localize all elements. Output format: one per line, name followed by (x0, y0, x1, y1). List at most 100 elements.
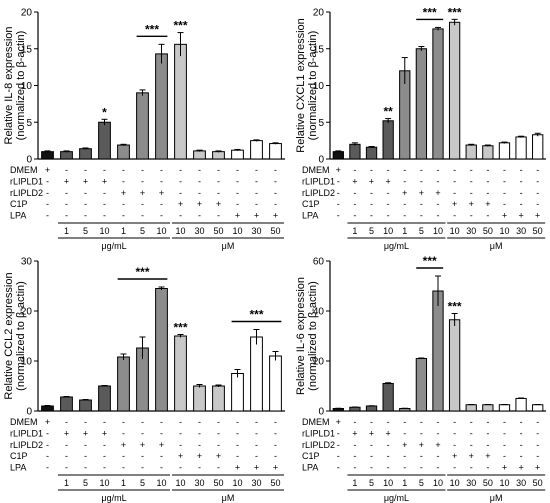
dose-label: 10 (383, 478, 393, 488)
condition-label: C1P (10, 199, 28, 209)
y-tick-label: 10 (21, 81, 33, 92)
condition-symbol: - (103, 417, 106, 427)
bar (98, 385, 111, 412)
condition-symbol: - (536, 199, 539, 209)
condition-symbol: - (217, 176, 220, 186)
condition-label: rLIPLD2 (10, 440, 43, 450)
condition-symbol: - (486, 440, 489, 450)
condition-symbol: + (121, 440, 126, 450)
condition-label: rLIPLD1 (10, 428, 43, 438)
condition-symbol: + (64, 428, 69, 438)
bar (465, 404, 477, 412)
condition-symbol: - (179, 211, 182, 221)
condition-label: C1P (302, 199, 320, 209)
condition-symbol: - (160, 165, 163, 175)
condition-symbol: - (122, 451, 125, 461)
unit-label: μg/mL (101, 241, 126, 251)
condition-symbol: - (160, 463, 163, 473)
dose-label: 5 (140, 226, 145, 236)
condition-symbol: - (255, 165, 258, 175)
condition-symbol: - (236, 188, 239, 198)
condition-label: rLIPLD2 (302, 440, 335, 450)
dose-label: 50 (483, 226, 493, 236)
condition-symbol: + (518, 463, 523, 473)
condition-symbol: - (160, 176, 163, 186)
dose-label: 1 (402, 226, 407, 236)
condition-symbol: - (486, 188, 489, 198)
condition-symbol: - (198, 463, 201, 473)
condition-symbol: - (255, 451, 258, 461)
condition-symbol: - (46, 188, 49, 198)
y-axis-title: Relative IL-8 expression (3, 26, 15, 144)
condition-symbol: - (536, 428, 539, 438)
condition-symbol: - (486, 165, 489, 175)
significance-label: *** (448, 300, 462, 314)
significance-label: *** (448, 5, 462, 19)
condition-symbol: - (179, 463, 182, 473)
condition-symbol: - (141, 176, 144, 186)
condition-symbol: - (520, 417, 523, 427)
condition-symbol: - (337, 211, 340, 221)
condition-symbol: - (198, 188, 201, 198)
condition-symbol: + (216, 199, 221, 209)
condition-symbol: - (141, 417, 144, 427)
bar (269, 355, 282, 412)
condition-symbol: - (403, 463, 406, 473)
condition-symbol: - (179, 188, 182, 198)
dose-label: 50 (213, 478, 223, 488)
dose-label: 5 (369, 478, 374, 488)
dose-label: 10 (232, 226, 242, 236)
dose-label: 5 (83, 478, 88, 488)
dose-label: 1 (64, 226, 69, 236)
bar (79, 399, 92, 412)
condition-symbol: + (83, 428, 88, 438)
condition-symbol: + (352, 176, 357, 186)
condition-symbol: + (419, 188, 424, 198)
unit-label: μg/mL (384, 493, 409, 503)
condition-symbol: - (236, 176, 239, 186)
condition-symbol: - (84, 451, 87, 461)
dose-label: 10 (499, 226, 509, 236)
condition-symbol: + (178, 199, 183, 209)
condition-symbol: - (65, 211, 68, 221)
condition-symbol: + (352, 428, 357, 438)
condition-symbol: - (503, 188, 506, 198)
bar (155, 288, 168, 412)
dose-label: 1 (64, 478, 69, 488)
condition-symbol: - (255, 417, 258, 427)
condition-symbol: - (141, 211, 144, 221)
condition-symbol: - (387, 165, 390, 175)
condition-symbol: - (420, 199, 423, 209)
condition-symbol: - (236, 451, 239, 461)
dose-label: 30 (466, 226, 476, 236)
condition-symbol: - (370, 463, 373, 473)
condition-symbol: + (386, 176, 391, 186)
condition-symbol: - (236, 199, 239, 209)
condition-symbol: - (486, 463, 489, 473)
condition-symbol: - (141, 165, 144, 175)
condition-symbol: - (453, 188, 456, 198)
condition-symbol: + (402, 440, 407, 450)
condition-symbol: - (503, 176, 506, 186)
condition-symbol: - (46, 211, 49, 221)
condition-symbol: - (103, 199, 106, 209)
condition-symbol: - (387, 188, 390, 198)
condition-symbol: - (520, 188, 523, 198)
condition-symbol: - (403, 211, 406, 221)
condition-symbol: + (159, 188, 164, 198)
dose-label: 50 (270, 478, 280, 488)
condition-symbol: - (353, 440, 356, 450)
dose-label: 30 (194, 478, 204, 488)
condition-symbol: - (420, 417, 423, 427)
condition-symbol: - (403, 199, 406, 209)
condition-symbol: + (369, 428, 374, 438)
y-axis-title: Relative CXCL1 expression (295, 18, 307, 153)
condition-symbol: - (486, 176, 489, 186)
bar (432, 28, 444, 160)
condition-symbol: - (437, 176, 440, 186)
condition-symbol: - (84, 211, 87, 221)
condition-symbol: - (337, 199, 340, 209)
condition-symbol: + (435, 440, 440, 450)
condition-symbol: - (179, 176, 182, 186)
condition-symbol: - (236, 417, 239, 427)
